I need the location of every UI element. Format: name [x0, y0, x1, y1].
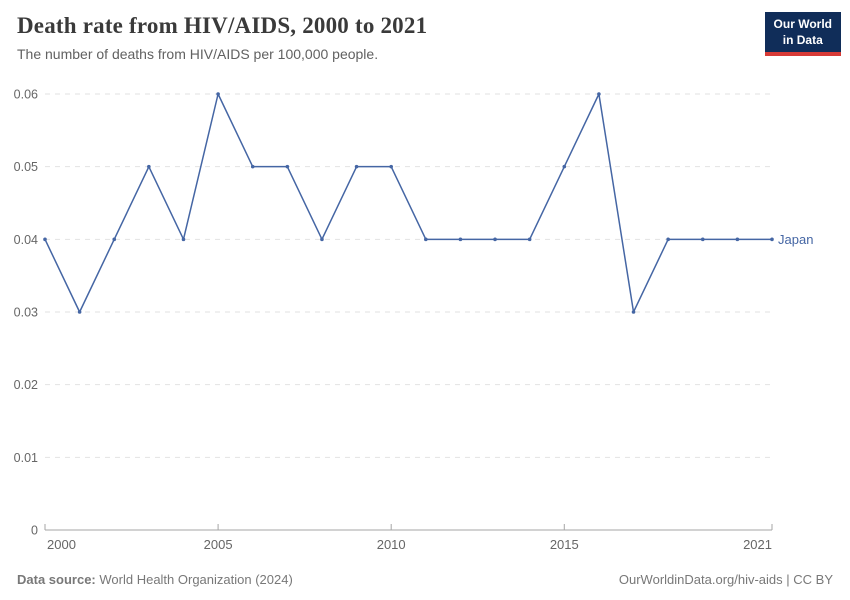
data-point[interactable]	[770, 237, 774, 242]
data-point[interactable]	[735, 237, 740, 242]
series-line-japan[interactable]	[44, 93, 772, 313]
data-point[interactable]	[562, 164, 567, 169]
data-point[interactable]	[112, 237, 117, 242]
y-axis-tick-label: 0.03	[14, 306, 38, 320]
series-end-label[interactable]: Japan	[778, 232, 813, 247]
data-point[interactable]	[43, 237, 47, 242]
data-point[interactable]	[700, 237, 705, 242]
x-axis-tick-label: 2015	[550, 537, 579, 552]
data-point[interactable]	[389, 164, 393, 169]
data-point[interactable]	[77, 310, 82, 314]
data-point[interactable]	[597, 92, 601, 96]
chart-header: Death rate from HIV/AIDS, 2000 to 2021 T…	[17, 13, 755, 62]
data-point[interactable]	[424, 237, 428, 242]
owid-logo-line2: in Data	[782, 32, 823, 47]
data-point[interactable]	[458, 237, 463, 242]
credit-link[interactable]: OurWorldinData.org/hiv-aids | CC BY	[618, 572, 833, 587]
y-axis-tick-label: 0.02	[14, 378, 38, 392]
owid-logo[interactable]: Our World in Data	[764, 12, 841, 57]
y-axis-tick-label: 0.01	[14, 451, 38, 465]
data-source: Data source: World Health Organization (…	[17, 572, 293, 587]
y-axis-tick-label: 0.05	[14, 160, 38, 174]
data-point[interactable]	[631, 310, 636, 314]
x-axis-tick-label: 2021	[743, 537, 772, 552]
x-axis-tick-label: 2010	[377, 537, 406, 552]
x-axis-tick-label: 2000	[47, 537, 76, 552]
chart-footer: Data source: World Health Organization (…	[17, 572, 833, 587]
x-axis-tick-label: 2005	[204, 537, 233, 552]
page-title: Death rate from HIV/AIDS, 2000 to 2021	[17, 13, 428, 38]
data-point[interactable]	[181, 237, 186, 242]
data-point[interactable]	[666, 237, 670, 242]
data-point[interactable]	[527, 237, 532, 242]
data-point[interactable]	[354, 164, 359, 169]
data-point[interactable]	[216, 92, 220, 96]
data-point[interactable]	[250, 164, 255, 169]
data-point[interactable]	[320, 237, 324, 242]
y-axis-tick-label: 0	[31, 524, 38, 538]
y-axis-tick-label: 0.04	[14, 233, 38, 247]
data-point[interactable]	[285, 164, 290, 169]
data-source-label: Data source:	[17, 572, 96, 587]
data-point[interactable]	[147, 164, 151, 169]
owid-logo-line1: Our World	[773, 17, 832, 31]
y-axis-tick-label: 0.06	[14, 88, 38, 102]
data-point[interactable]	[493, 237, 497, 242]
chart-subtitle: The number of deaths from HIV/AIDS per 1…	[17, 46, 379, 62]
data-source-value: World Health Organization (2024)	[99, 572, 293, 587]
